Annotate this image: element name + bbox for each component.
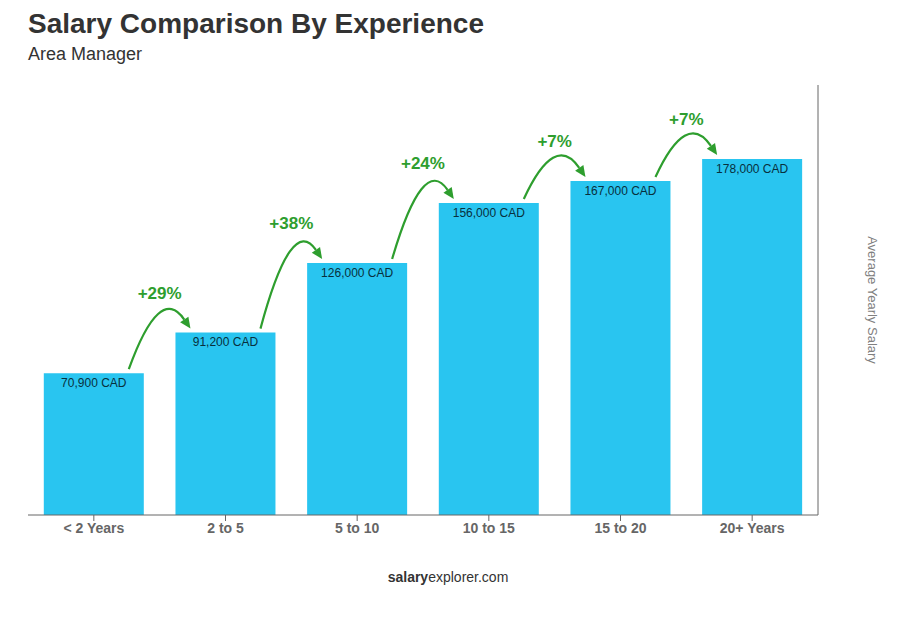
html-text:Area Manager: Area Manager [28, 44, 143, 64]
svg-text:+24%: +24% [401, 154, 445, 173]
svg-text:5 to 10: 5 to 10 [335, 520, 380, 536]
html-text:salary explorer.com: salary explorer.com [387, 569, 509, 585]
svg-text:91,200 CAD: 91,200 CAD [193, 335, 259, 349]
svg-text:167,000 CAD: 167,000 CAD [584, 184, 656, 198]
svg-text:2 to 5: 2 to 5 [207, 520, 244, 536]
svg-text:Average Yearly Salary: Average Yearly Salary [865, 236, 880, 364]
svg-text:15 to 20: 15 to 20 [594, 520, 646, 536]
svg-text:156,000 CAD: 156,000 CAD [453, 206, 525, 220]
svg-text:20+ Years: 20+ Years [720, 520, 785, 536]
svg-text:< 2 Years: < 2 Years [63, 520, 124, 536]
svg-text:178,000 CAD: 178,000 CAD [716, 162, 788, 176]
svg-text:70,900 CAD: 70,900 CAD [61, 376, 127, 390]
svg-text:126,000 CAD: 126,000 CAD [321, 266, 393, 280]
html-text:Salary Comparison By Experienc: Salary Comparison By Experience [28, 8, 484, 39]
svg-text:10 to 15: 10 to 15 [463, 520, 515, 536]
svg-text:+29%: +29% [138, 284, 182, 303]
svg-text:+7%: +7% [537, 132, 572, 151]
svg-text:+38%: +38% [269, 214, 313, 233]
svg-text:+7%: +7% [669, 110, 704, 129]
